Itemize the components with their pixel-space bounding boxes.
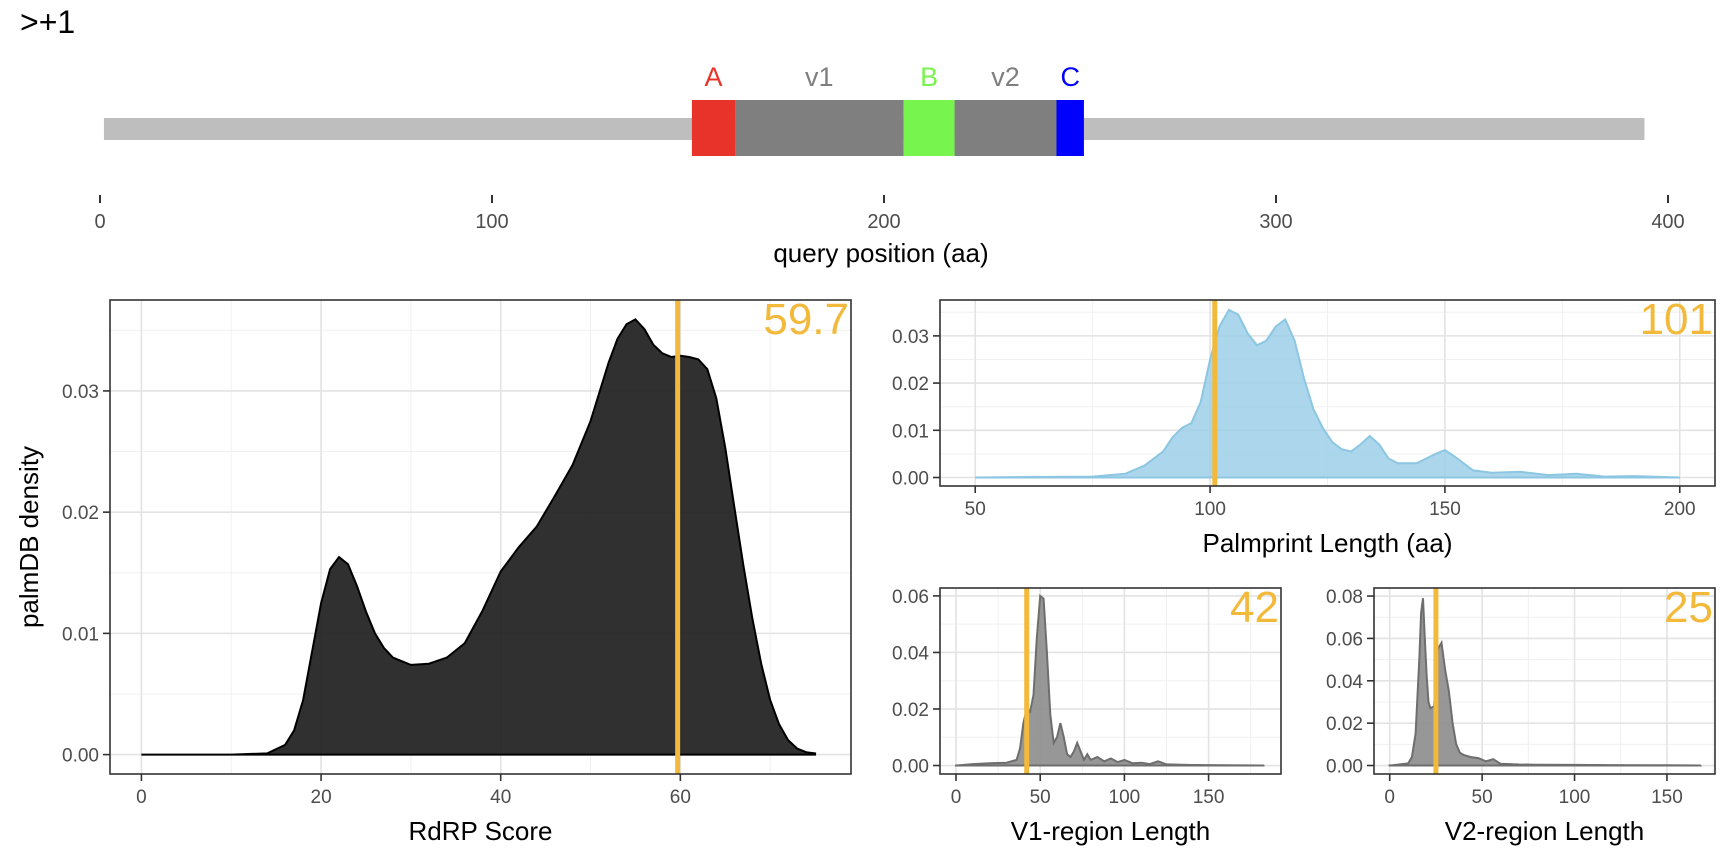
y-tick-label: 0.08 [1326, 587, 1363, 608]
palmprint_length-marker-label: 101 [1640, 295, 1713, 344]
x-tick-label: 40 [490, 787, 511, 808]
x-tick-label: 200 [1664, 499, 1696, 520]
palmprint_length-density-area [975, 308, 1680, 479]
domain-segment-label-b: B [920, 62, 938, 92]
domain-segment-label-a: A [704, 62, 722, 92]
palmprint_length-panel-border [939, 299, 1716, 487]
y-tick-label: 0.02 [62, 503, 99, 524]
v1_length-marker-label: 42 [1230, 583, 1279, 632]
rdrp_score-panel: 59.7 0 20 40 60 0.00 0.01 0.02 0.03 RdRP Score pal… [14, 295, 852, 846]
x-tick-label: 0 [1384, 787, 1395, 808]
x-tick-label: 50 [965, 499, 986, 520]
x-tick-label: 200 [867, 211, 900, 233]
y-tick-label: 0.00 [892, 469, 929, 490]
v1_length-density-area [954, 593, 1265, 767]
x-tick-label: 50 [1472, 787, 1493, 808]
y-tick-label: 0.02 [892, 374, 929, 395]
domain-segment-label-v2: v2 [991, 62, 1020, 92]
v2_length-marker-label: 25 [1664, 583, 1713, 632]
rdrp_score-marker-label: 59.7 [763, 295, 849, 344]
v2_length-density-area [1388, 598, 1702, 767]
rdrp_score-density-area [141, 318, 817, 756]
v1_length-panel-border [939, 587, 1282, 775]
x-tick-label: 0 [951, 787, 962, 808]
domain-segment-b [903, 100, 955, 156]
y-tick-label: 0.04 [1326, 672, 1363, 693]
y-tick-label: 0.02 [1326, 714, 1363, 735]
y-tick-label: 0.03 [62, 382, 99, 403]
y-tick-label: 0.00 [62, 746, 99, 767]
x-tick-label: 300 [1259, 211, 1292, 233]
x-axis-title: query position (aa) [773, 238, 988, 268]
x-tick-label: 100 [475, 211, 508, 233]
x-tick-label: 150 [1651, 787, 1683, 808]
x-tick-label: 100 [1559, 787, 1591, 808]
x-tick-label: 0 [136, 787, 147, 808]
rdrp_score-x-axis-title: RdRP Score [408, 816, 552, 846]
v2_length-x-axis-title: V2-region Length [1445, 816, 1644, 846]
x-tick-label: 100 [1194, 499, 1226, 520]
y-tick-label: 0.06 [1326, 629, 1363, 650]
v2_length-panel: 25 0 50 100 150 0.00 0.02 0.04 0.06 0.08 V2-region… [1326, 583, 1716, 846]
x-tick-label: 150 [1193, 787, 1225, 808]
x-tick-label: 60 [670, 787, 691, 808]
domain-segment-c [1056, 100, 1084, 156]
palmprint_length-x-axis-title: Palmprint Length (aa) [1202, 528, 1452, 558]
y-tick-label: 0.01 [62, 624, 99, 645]
y-tick-label: 0.03 [892, 327, 929, 348]
domain-segment-v2 [954, 100, 1057, 156]
rdrp_score-y-axis-title: palmDB density [14, 446, 44, 628]
x-tick-label: 100 [1109, 787, 1141, 808]
x-tick-label: 0 [94, 211, 105, 233]
y-tick-label: 0.02 [892, 700, 929, 721]
y-tick-label: 0.00 [892, 757, 929, 778]
v1_length-panel: 42 0 50 100 150 0.00 0.02 0.04 0.06 V1-region Len… [892, 583, 1282, 846]
x-tick-label: 150 [1429, 499, 1461, 520]
x-tick-label: 50 [1030, 787, 1051, 808]
domain-segment-label-v1: v1 [805, 62, 834, 92]
domain-segment-a [691, 100, 736, 156]
domain-segment-label-c: C [1060, 62, 1080, 92]
x-tick-label: 400 [1651, 211, 1684, 233]
page-title: >+1 [20, 4, 76, 40]
x-tick-label: 20 [311, 787, 332, 808]
y-tick-label: 0.00 [1326, 757, 1363, 778]
y-tick-label: 0.01 [892, 421, 929, 442]
domain-segment-v1 [735, 100, 904, 156]
rdrp_score-panel-border [109, 299, 852, 775]
y-tick-label: 0.06 [892, 587, 929, 608]
v1_length-x-axis-title: V1-region Length [1011, 816, 1210, 846]
y-tick-label: 0.04 [892, 643, 929, 664]
palmprint_length-panel: 101 50 100 150 200 0.00 0.01 0.02 0.03 Palmprint … [892, 295, 1716, 558]
